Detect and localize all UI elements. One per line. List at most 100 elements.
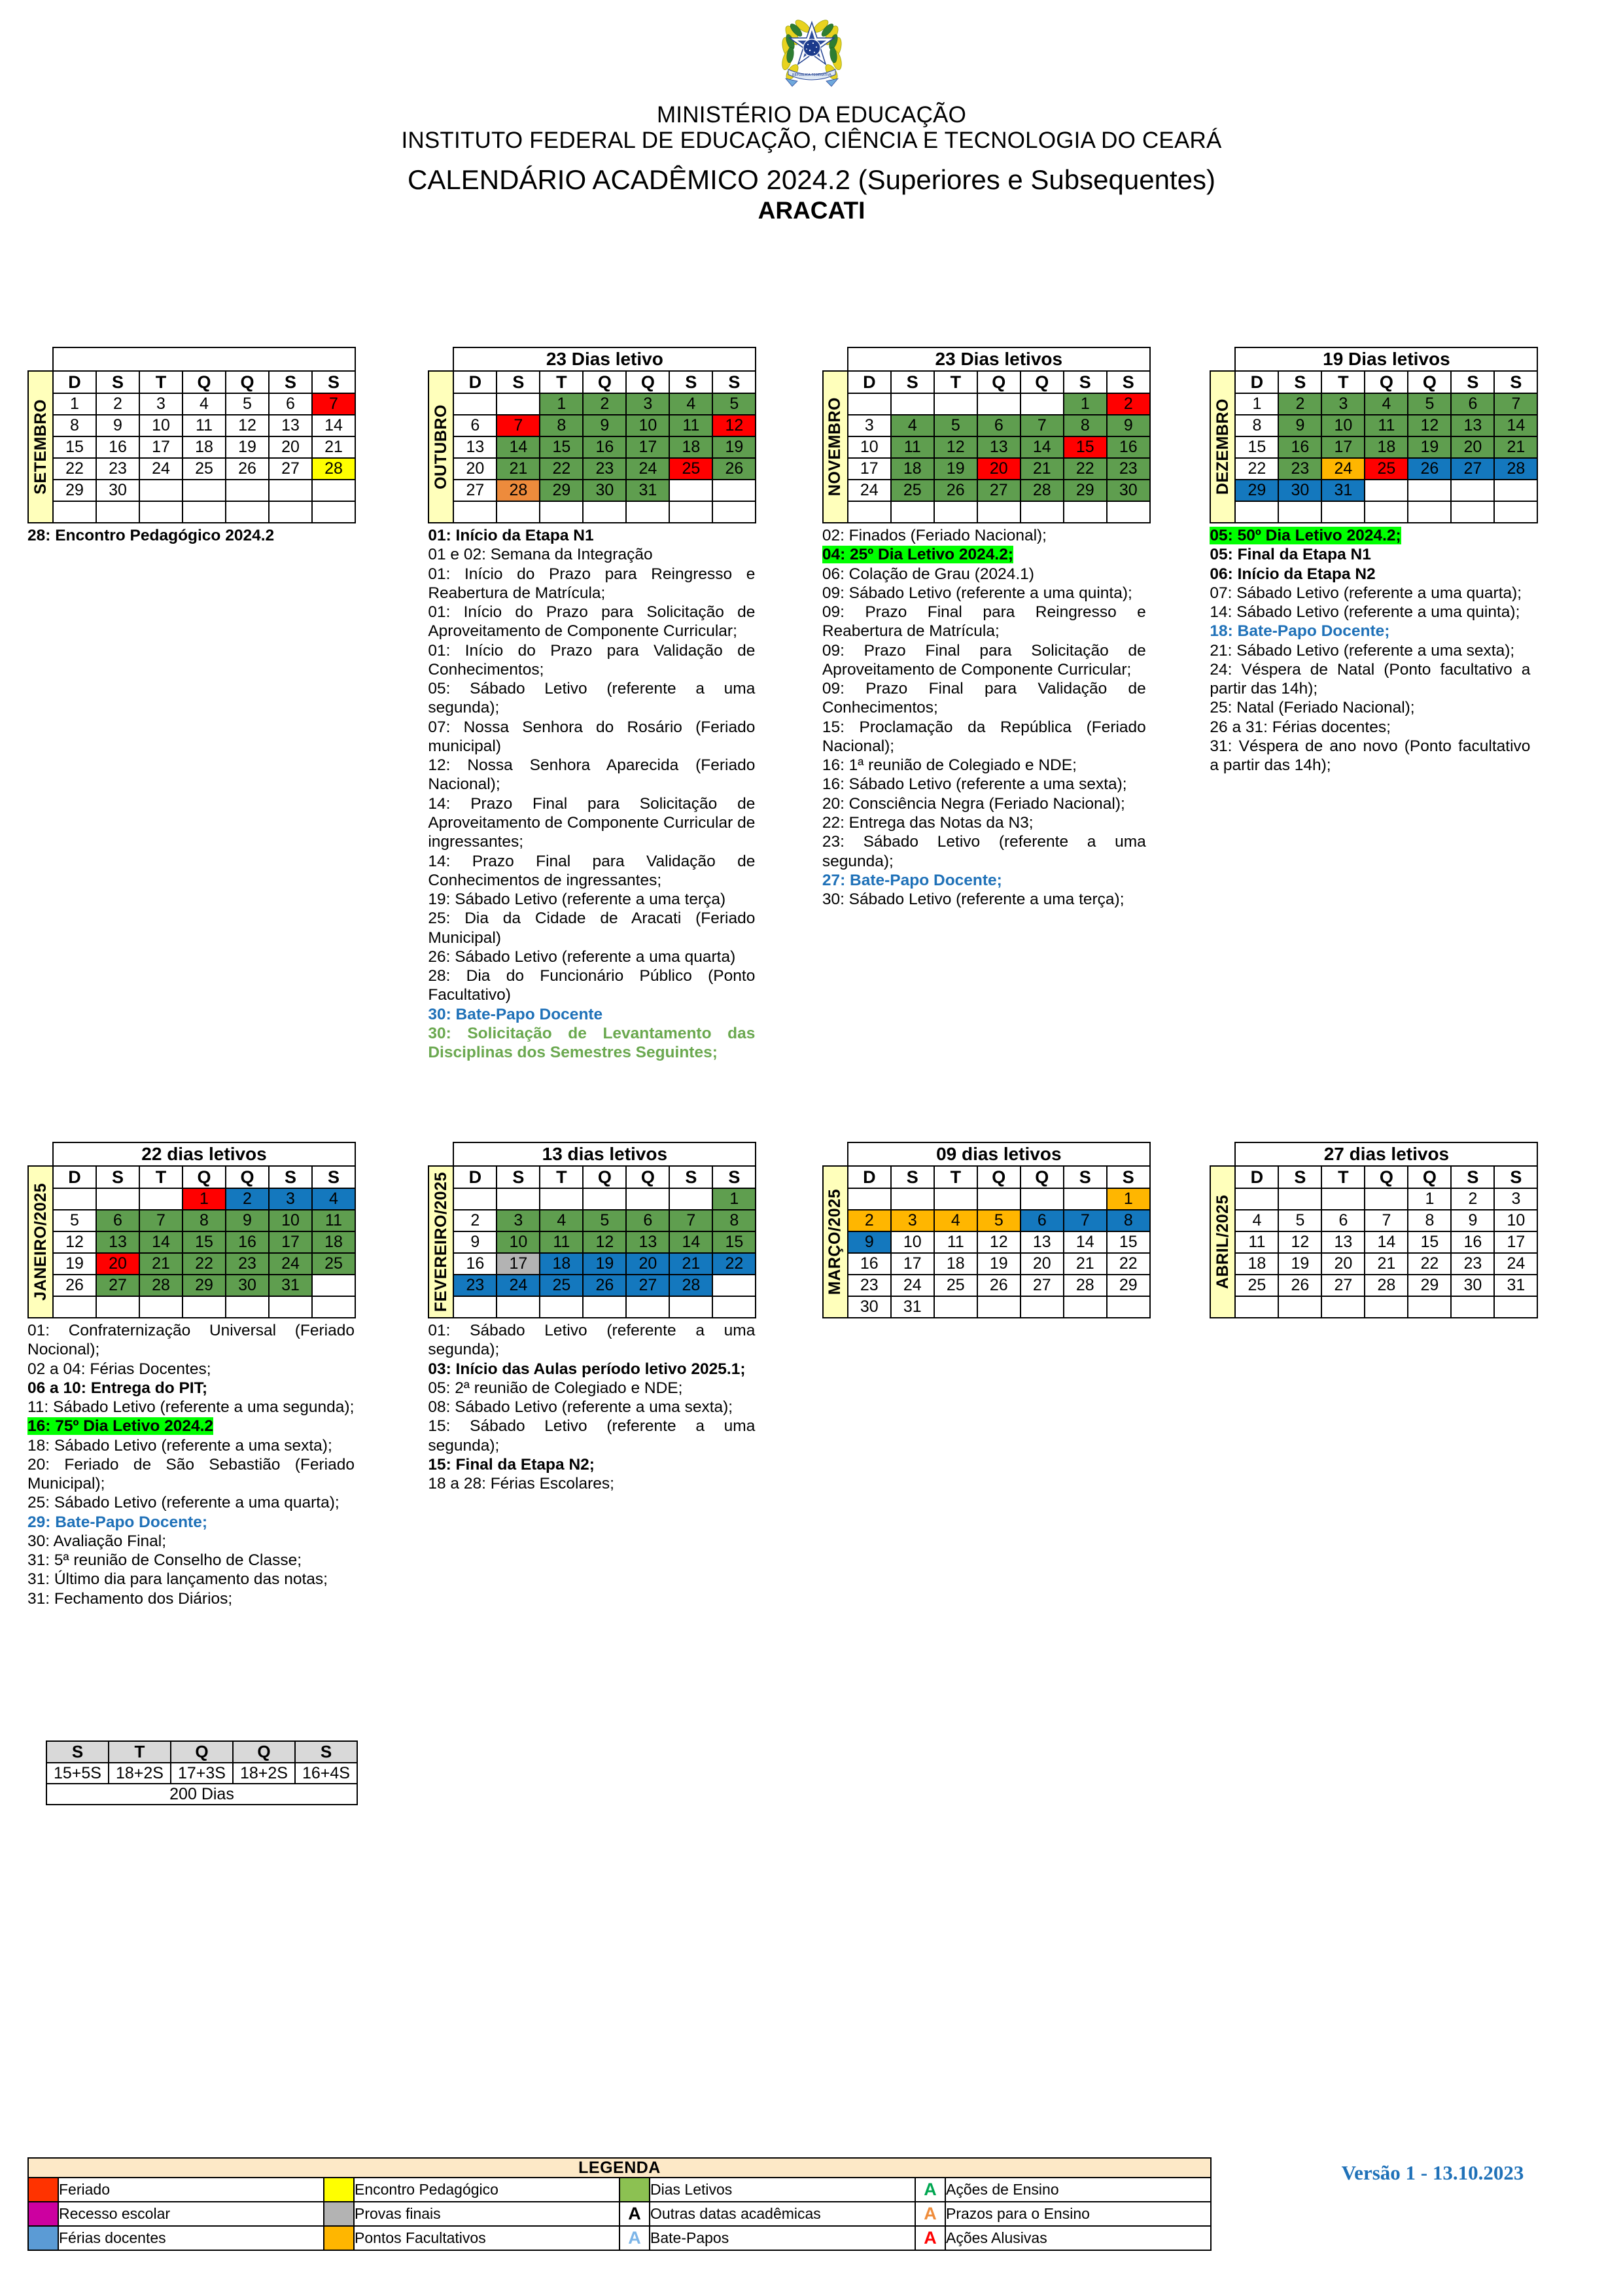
day-cell-7[interactable]: 7 (496, 414, 541, 437)
day-cell-8[interactable]: 8 (52, 414, 97, 437)
day-cell-28[interactable]: 28 (139, 1274, 183, 1297)
day-cell-4[interactable]: 4 (539, 1209, 584, 1232)
day-cell-26[interactable]: 26 (582, 1274, 627, 1297)
day-cell-20[interactable]: 20 (625, 1252, 671, 1275)
day-cell-1[interactable]: 1 (1407, 1188, 1452, 1210)
day-cell-1[interactable]: 1 (182, 1188, 226, 1210)
day-cell-19[interactable]: 19 (712, 436, 757, 459)
day-cell-8[interactable]: 8 (1234, 414, 1280, 437)
day-cell-1[interactable]: 1 (1062, 393, 1108, 415)
day-cell-15[interactable]: 15 (1106, 1231, 1151, 1254)
day-cell-10[interactable]: 10 (1493, 1209, 1539, 1232)
day-cell-28[interactable]: 28 (311, 457, 356, 480)
day-cell-22[interactable]: 22 (1062, 457, 1108, 480)
day-cell-12[interactable]: 12 (1278, 1231, 1323, 1254)
day-cell-6[interactable]: 6 (976, 414, 1021, 437)
day-cell-11[interactable]: 11 (311, 1209, 356, 1232)
day-cell-15[interactable]: 15 (712, 1231, 757, 1254)
day-cell-5[interactable]: 5 (582, 1209, 627, 1232)
day-cell-30[interactable]: 30 (582, 479, 627, 502)
day-cell-23[interactable]: 23 (96, 457, 140, 480)
day-cell-31[interactable]: 31 (1321, 479, 1366, 502)
day-cell-24[interactable]: 24 (139, 457, 183, 480)
day-cell-25[interactable]: 25 (933, 1274, 978, 1297)
day-cell-14[interactable]: 14 (1493, 414, 1539, 437)
day-cell-18[interactable]: 18 (1234, 1252, 1280, 1275)
day-cell-26[interactable]: 26 (225, 457, 270, 480)
day-cell-8[interactable]: 8 (182, 1209, 226, 1232)
day-cell-14[interactable]: 14 (1019, 436, 1064, 459)
day-cell-7[interactable]: 7 (1062, 1209, 1108, 1232)
day-cell-29[interactable]: 29 (1234, 479, 1280, 502)
day-cell-30[interactable]: 30 (225, 1274, 270, 1297)
day-cell-19[interactable]: 19 (1278, 1252, 1323, 1275)
day-cell-9[interactable]: 9 (225, 1209, 270, 1232)
day-cell-15[interactable]: 15 (182, 1231, 226, 1254)
day-cell-9[interactable]: 9 (846, 1231, 892, 1254)
day-cell-7[interactable]: 7 (139, 1209, 183, 1232)
day-cell-1[interactable]: 1 (52, 393, 97, 415)
day-cell-19[interactable]: 19 (1407, 436, 1452, 459)
day-cell-22[interactable]: 22 (539, 457, 584, 480)
day-cell-8[interactable]: 8 (1106, 1209, 1151, 1232)
day-cell-24[interactable]: 24 (890, 1274, 935, 1297)
day-cell-16[interactable]: 16 (846, 1252, 892, 1275)
day-cell-31[interactable]: 31 (1493, 1274, 1539, 1297)
day-cell-22[interactable]: 22 (1407, 1252, 1452, 1275)
day-cell-5[interactable]: 5 (976, 1209, 1021, 1232)
day-cell-26[interactable]: 26 (712, 457, 757, 480)
day-cell-30[interactable]: 30 (846, 1296, 892, 1318)
day-cell-26[interactable]: 26 (52, 1274, 97, 1297)
day-cell-5[interactable]: 5 (1407, 393, 1452, 415)
day-cell-15[interactable]: 15 (1407, 1231, 1452, 1254)
day-cell-26[interactable]: 26 (933, 479, 978, 502)
day-cell-23[interactable]: 23 (846, 1274, 892, 1297)
day-cell-11[interactable]: 11 (182, 414, 226, 437)
day-cell-20[interactable]: 20 (1450, 436, 1495, 459)
day-cell-11[interactable]: 11 (539, 1231, 584, 1254)
day-cell-14[interactable]: 14 (1062, 1231, 1108, 1254)
day-cell-17[interactable]: 17 (139, 436, 183, 459)
day-cell-17[interactable]: 17 (846, 457, 892, 480)
day-cell-12[interactable]: 12 (52, 1231, 97, 1254)
day-cell-23[interactable]: 23 (453, 1274, 498, 1297)
day-cell-22[interactable]: 22 (52, 457, 97, 480)
day-cell-11[interactable]: 11 (890, 436, 935, 459)
day-cell-18[interactable]: 18 (669, 436, 714, 459)
day-cell-26[interactable]: 26 (1278, 1274, 1323, 1297)
day-cell-17[interactable]: 17 (268, 1231, 313, 1254)
day-cell-13[interactable]: 13 (1450, 414, 1495, 437)
day-cell-19[interactable]: 19 (976, 1252, 1021, 1275)
day-cell-31[interactable]: 31 (890, 1296, 935, 1318)
day-cell-11[interactable]: 11 (669, 414, 714, 437)
day-cell-12[interactable]: 12 (933, 436, 978, 459)
day-cell-11[interactable]: 11 (1364, 414, 1409, 437)
day-cell-5[interactable]: 5 (933, 414, 978, 437)
day-cell-21[interactable]: 21 (1493, 436, 1539, 459)
day-cell-23[interactable]: 23 (1106, 457, 1151, 480)
day-cell-28[interactable]: 28 (1019, 479, 1064, 502)
day-cell-6[interactable]: 6 (1450, 393, 1495, 415)
day-cell-27[interactable]: 27 (976, 479, 1021, 502)
day-cell-27[interactable]: 27 (268, 457, 313, 480)
day-cell-4[interactable]: 4 (311, 1188, 356, 1210)
day-cell-21[interactable]: 21 (139, 1252, 183, 1275)
day-cell-25[interactable]: 25 (1364, 457, 1409, 480)
day-cell-24[interactable]: 24 (1321, 457, 1366, 480)
day-cell-8[interactable]: 8 (712, 1209, 757, 1232)
day-cell-27[interactable]: 27 (1321, 1274, 1366, 1297)
day-cell-28[interactable]: 28 (496, 479, 541, 502)
day-cell-24[interactable]: 24 (846, 479, 892, 502)
day-cell-4[interactable]: 4 (669, 393, 714, 415)
day-cell-4[interactable]: 4 (1364, 393, 1409, 415)
day-cell-13[interactable]: 13 (268, 414, 313, 437)
day-cell-23[interactable]: 23 (225, 1252, 270, 1275)
day-cell-3[interactable]: 3 (890, 1209, 935, 1232)
day-cell-21[interactable]: 21 (669, 1252, 714, 1275)
day-cell-22[interactable]: 22 (1106, 1252, 1151, 1275)
day-cell-10[interactable]: 10 (139, 414, 183, 437)
day-cell-21[interactable]: 21 (1062, 1252, 1108, 1275)
day-cell-18[interactable]: 18 (933, 1252, 978, 1275)
day-cell-2[interactable]: 2 (1450, 1188, 1495, 1210)
day-cell-7[interactable]: 7 (311, 393, 356, 415)
